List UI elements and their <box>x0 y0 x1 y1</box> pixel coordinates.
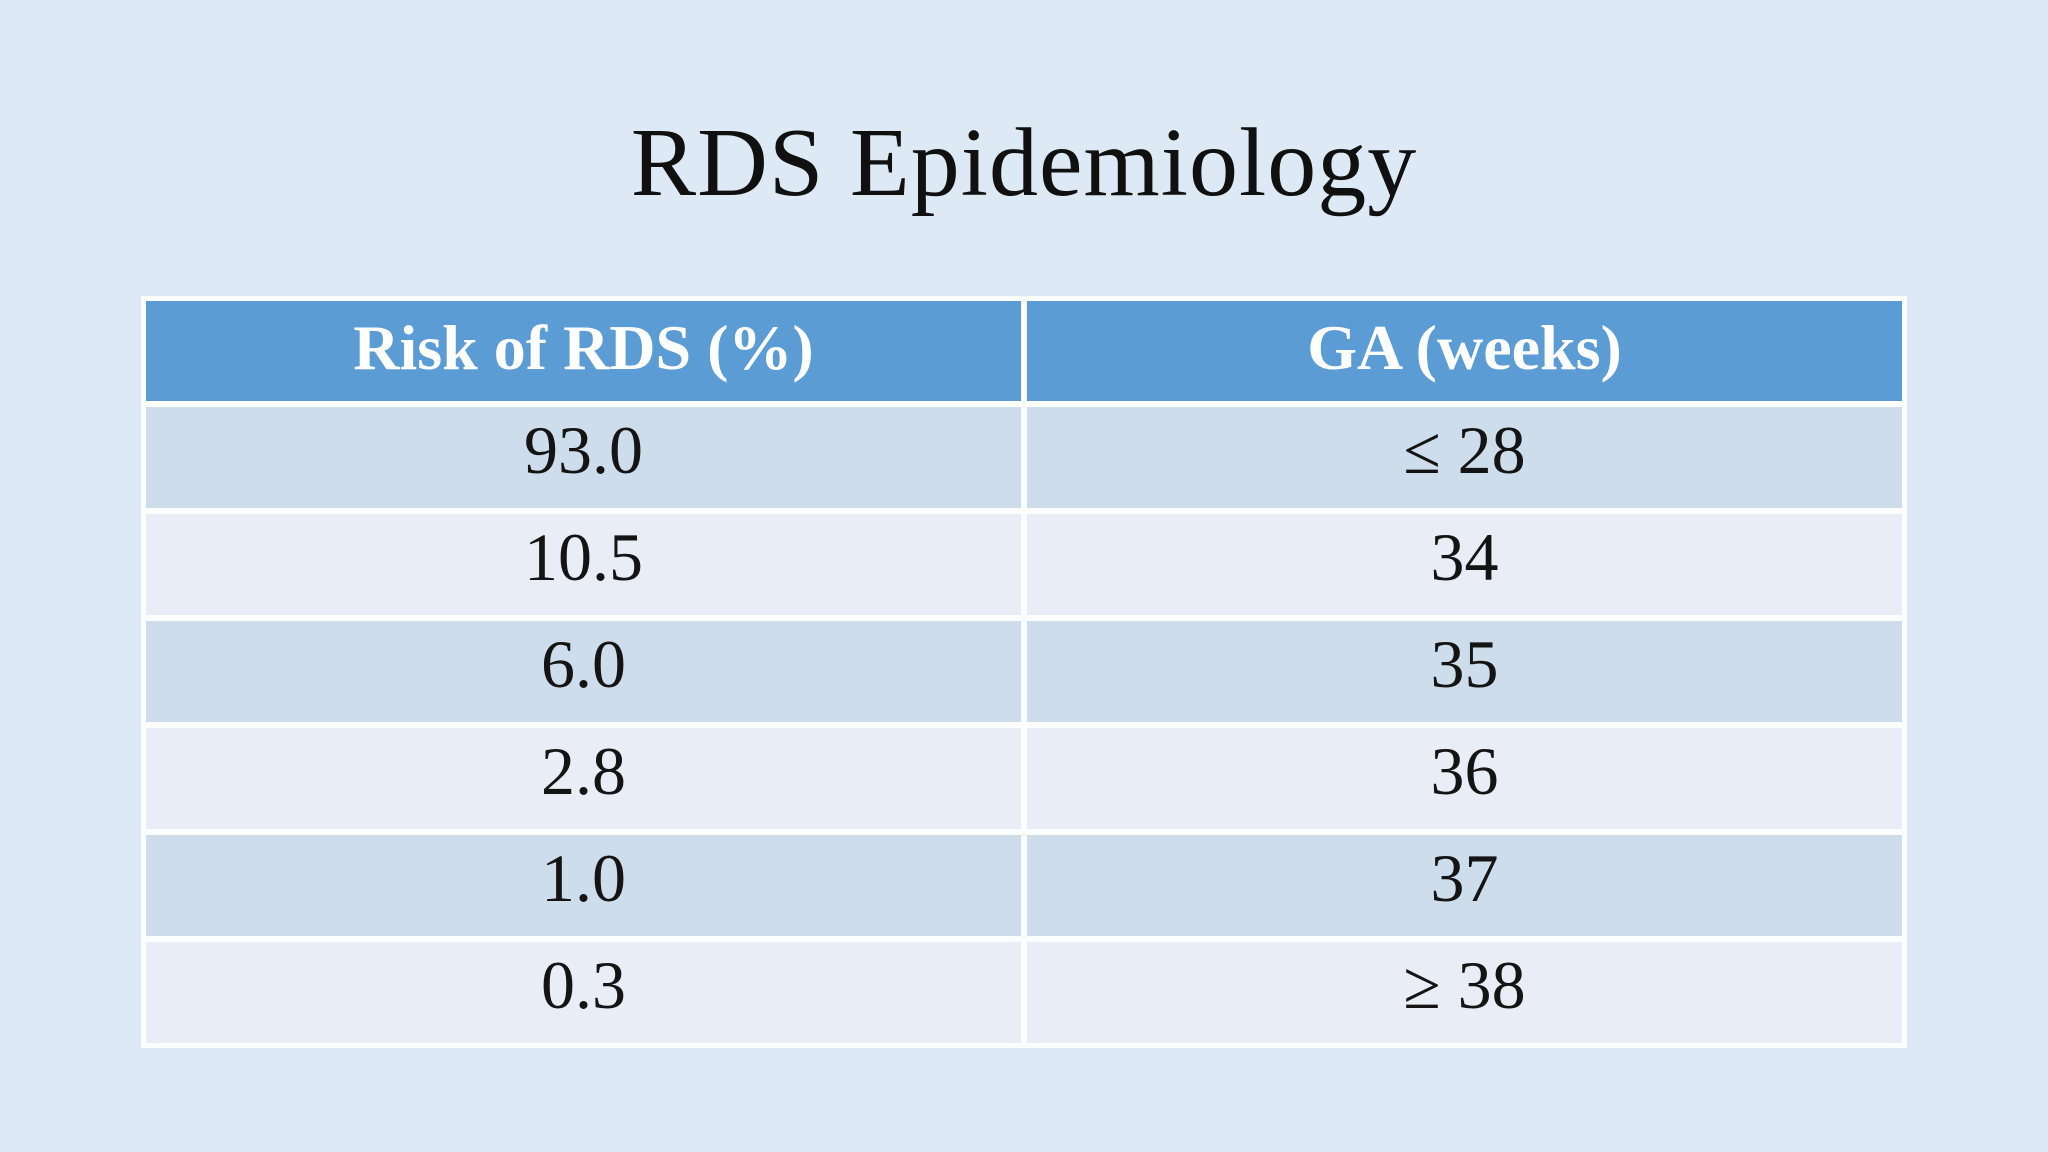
table-cell-ga-row3: 35 <box>1027 621 1902 722</box>
table-cell-risk-row3: 6.0 <box>146 621 1021 722</box>
table-cell-ga-row4: 36 <box>1027 728 1902 829</box>
table-cell-risk-row4: 2.8 <box>146 728 1021 829</box>
table-cell-risk-row1: 93.0 <box>146 407 1021 508</box>
table-cell-ga-row2: 34 <box>1027 514 1902 615</box>
table-cell-risk-row2: 10.5 <box>146 514 1021 615</box>
table-cell-ga-row5: 37 <box>1027 835 1902 936</box>
rds-epidemiology-table: Risk of RDS (%) GA (weeks) 93.0 ≤ 28 10.… <box>141 296 1907 1048</box>
table-cell-risk-row6: 0.3 <box>146 942 1021 1043</box>
table-cell-ga-row1: ≤ 28 <box>1027 407 1902 508</box>
table-cell-risk-row5: 1.0 <box>146 835 1021 936</box>
column-header-risk-of-rds: Risk of RDS (%) <box>146 301 1021 401</box>
page-title: RDS Epidemiology <box>630 109 1418 217</box>
column-header-ga-weeks: GA (weeks) <box>1027 301 1902 401</box>
table-cell-ga-row6: ≥ 38 <box>1027 942 1902 1043</box>
